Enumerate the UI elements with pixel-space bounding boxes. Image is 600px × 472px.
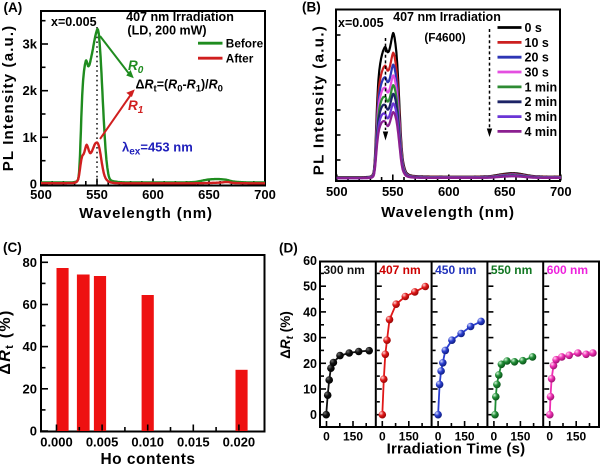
svg-text:20 s: 20 s [525,51,549,65]
svg-text:PL Intensity (a.u.): PL Intensity (a.u.) [0,25,17,172]
svg-text:Before: Before [226,36,264,50]
svg-text:600: 600 [438,184,460,199]
svg-text:550: 550 [86,187,108,202]
svg-text:4 min: 4 min [525,125,558,139]
svg-text:x=0.005: x=0.005 [338,16,384,30]
svg-text:0: 0 [491,430,498,444]
svg-text:40: 40 [23,339,37,354]
svg-text:150: 150 [343,430,363,444]
svg-text:After: After [226,51,254,65]
svg-text:30 s: 30 s [525,66,549,80]
svg-text:0 s: 0 s [525,21,542,35]
svg-text:(F4600): (F4600) [424,31,465,45]
svg-text:10: 10 [303,383,317,397]
svg-text:0.010: 0.010 [131,435,164,450]
svg-text:λex=453 nm: λex=453 nm [122,140,193,158]
svg-text:550 nm: 550 nm [491,263,532,277]
svg-text:(B): (B) [302,0,321,15]
svg-text:550: 550 [382,184,404,199]
svg-text:600: 600 [142,187,164,202]
svg-text:0.005: 0.005 [86,435,119,450]
svg-text:(LD, 200 mW): (LD, 200 mW) [127,24,206,38]
svg-text:80: 80 [23,255,37,270]
svg-text:500: 500 [326,184,348,199]
svg-text:2k: 2k [23,83,38,98]
svg-text:1k: 1k [23,130,38,145]
svg-text:0.020: 0.020 [223,435,256,450]
svg-text:Wavelength (nm): Wavelength (nm) [381,204,515,221]
svg-text:407 nm: 407 nm [379,263,420,277]
svg-text:ΔRt (%): ΔRt (%) [278,311,296,359]
svg-text:650: 650 [494,184,516,199]
svg-text:60: 60 [303,254,317,268]
svg-text:0: 0 [310,408,317,422]
svg-text:407 nm Irradiation: 407 nm Irradiation [126,10,234,24]
svg-text:0: 0 [379,430,386,444]
svg-text:600 nm: 600 nm [547,263,588,277]
svg-text:Wavelength (nm): Wavelength (nm) [79,205,213,222]
svg-text:Ho contents: Ho contents [100,451,195,467]
svg-text:3k: 3k [23,37,38,52]
svg-text:150: 150 [455,430,475,444]
svg-text:0.015: 0.015 [177,435,210,450]
svg-text:3 min: 3 min [525,110,558,124]
svg-text:0: 0 [546,430,553,444]
svg-text:150: 150 [399,430,419,444]
svg-text:450 nm: 450 nm [435,263,476,277]
svg-text:700: 700 [550,184,572,199]
svg-text:300 nm: 300 nm [324,263,365,277]
svg-text:60: 60 [23,297,37,312]
svg-text:0: 0 [323,430,330,444]
svg-text:x=0.005: x=0.005 [51,15,97,29]
svg-text:10 s: 10 s [525,36,549,50]
svg-text:150: 150 [566,430,586,444]
svg-text:0: 0 [30,424,37,439]
svg-text:40: 40 [303,305,317,319]
svg-text:50: 50 [303,280,317,294]
svg-text:ΔRt (%): ΔRt (%) [0,309,16,374]
svg-text:0.000: 0.000 [40,435,73,450]
svg-text:700: 700 [254,187,276,202]
svg-text:0: 0 [435,430,442,444]
svg-text:(C): (C) [3,240,22,255]
svg-text:1 min: 1 min [525,80,558,94]
svg-text:0: 0 [30,177,37,192]
svg-text:650: 650 [198,187,220,202]
svg-text:(D): (D) [279,241,298,256]
svg-text:407 nm Irradiation: 407 nm Irradiation [393,10,501,24]
svg-text:30: 30 [303,331,317,345]
svg-text:PL Intensity (a.u.): PL Intensity (a.u.) [311,25,328,175]
svg-text:ΔRt=(R0-R1)/R0: ΔRt=(R0-R1)/R0 [136,78,223,95]
svg-text:Irradiation Time (s): Irradiation Time (s) [387,441,526,458]
svg-text:(A): (A) [4,0,23,15]
svg-text:150: 150 [510,430,530,444]
svg-text:20: 20 [23,381,37,396]
svg-text:20: 20 [303,357,317,371]
svg-text:500: 500 [30,187,52,202]
svg-text:2 min: 2 min [525,95,558,109]
